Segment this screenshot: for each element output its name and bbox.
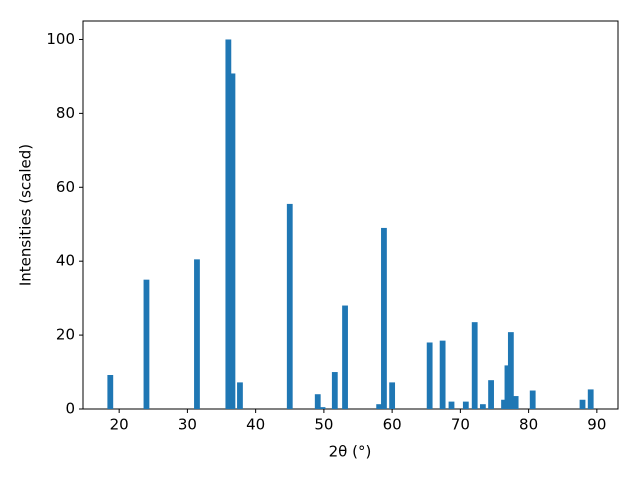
bar [507, 332, 514, 409]
bar [479, 404, 486, 409]
y-tick-label: 60 [56, 178, 75, 196]
bar [529, 390, 536, 409]
x-tick-label: 40 [246, 416, 265, 434]
bar [504, 365, 511, 409]
y-tick-label: 40 [56, 252, 75, 270]
x-tick-label: 90 [587, 416, 606, 434]
y-tick-label: 0 [65, 400, 75, 418]
bar [194, 259, 200, 409]
y-tick-label: 80 [56, 104, 75, 122]
x-tick-label: 30 [178, 416, 197, 434]
bar [488, 380, 494, 409]
y-tick-label: 100 [46, 30, 75, 48]
bar [426, 342, 433, 409]
bar [462, 401, 469, 409]
x-tick-label: 60 [383, 416, 402, 434]
bar [501, 399, 507, 409]
x-tick-label: 80 [519, 416, 538, 434]
y-axis-label: Intensities (scaled) [17, 144, 35, 286]
bar [439, 340, 446, 409]
bar [331, 372, 338, 409]
bar [389, 382, 396, 409]
bar [579, 399, 586, 409]
plot-frame [82, 20, 619, 410]
bar [107, 375, 114, 409]
bar [286, 203, 293, 409]
bar [471, 322, 478, 409]
x-tick-label: 20 [110, 416, 129, 434]
bar [229, 73, 236, 409]
bar [225, 39, 232, 409]
bar [512, 396, 519, 409]
bar [314, 394, 321, 409]
bar [448, 401, 455, 409]
bar [587, 389, 594, 409]
x-tick-label: 70 [451, 416, 470, 434]
bar [237, 382, 243, 409]
bar [381, 227, 387, 409]
x-tick-label: 50 [314, 416, 333, 434]
x-axis-label: 2θ (°) [329, 443, 372, 461]
y-tick-label: 20 [56, 326, 75, 344]
bar [143, 279, 150, 409]
bar [342, 305, 348, 409]
bar [319, 407, 326, 409]
bar [376, 404, 383, 409]
